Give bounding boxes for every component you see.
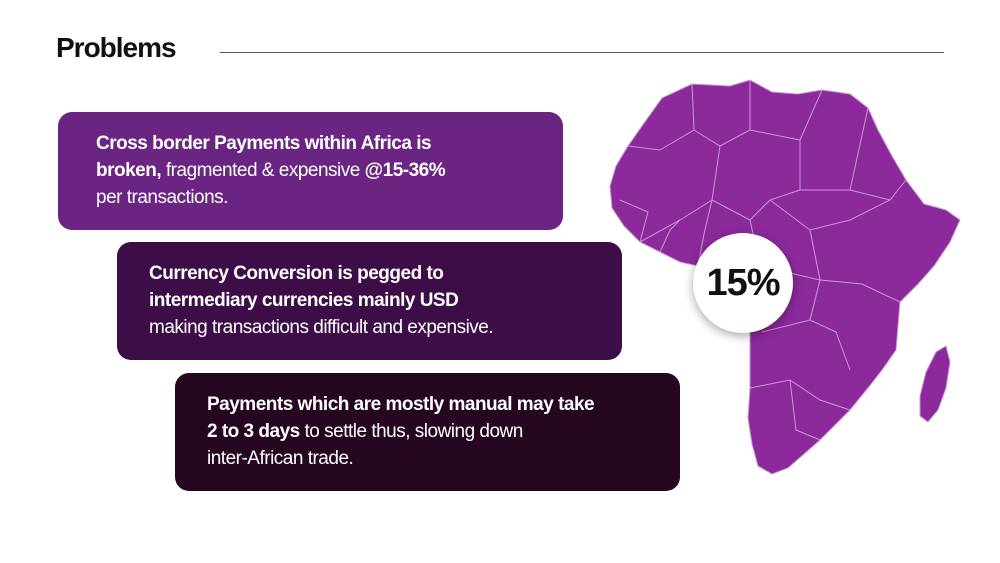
card-line: Currency Conversion is pegged to	[149, 263, 444, 284]
card-line: intermediary currencies mainly USD	[149, 290, 459, 311]
problem-card-settlement: Payments which are mostly manual may tak…	[175, 373, 680, 491]
card-line: per transactions.	[96, 187, 228, 208]
card-line: Payments which are mostly manual may tak…	[207, 394, 595, 415]
slide-title: Problems	[56, 32, 177, 63]
title-divider	[220, 52, 944, 53]
percentage-badge: 15%	[693, 233, 793, 333]
card-line: 2 to 3 days to settle thus, slowing down	[207, 421, 523, 442]
card-line: making transactions difficult and expens…	[149, 317, 494, 338]
card-line: inter-African trade.	[207, 448, 354, 469]
problem-card-currency: Currency Conversion is pegged to interme…	[117, 242, 622, 360]
card-line: Cross border Payments within Africa is	[96, 133, 432, 154]
problem-card-fees: Cross border Payments within Africa is b…	[58, 112, 563, 230]
card-line: broken, fragmented & expensive @15-36%	[96, 160, 446, 181]
